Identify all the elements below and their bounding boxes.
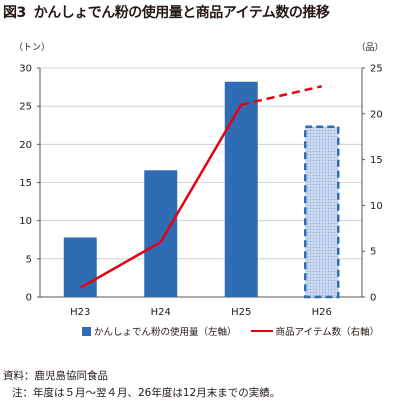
right-tick-label: 5	[370, 247, 376, 258]
right-tick-label: 0	[370, 293, 376, 304]
left-tick-label: 25	[19, 102, 32, 113]
x-tick-label: H24	[151, 307, 171, 318]
source-note: 資料：鹿児島協同食品	[3, 370, 108, 382]
legend-bar-swatch	[82, 326, 91, 336]
left-tick-label: 0	[26, 293, 32, 304]
right-tick-label: 20	[370, 109, 383, 120]
chart-legend: かんしょでん粉の使用量（左軸） 商品アイテム数（右軸）	[82, 324, 379, 338]
left-tick-label: 5	[26, 254, 32, 265]
combo-chart: 0 5 10 15 20 25 30 0 5 10 15 20 25 （トン） （品） H23 H24 H25 H2…	[14, 42, 384, 318]
line-segment	[79, 240, 162, 289]
x-tick-label: H25	[231, 307, 251, 318]
left-tick-label: 15	[19, 178, 32, 189]
right-tick-label: 25	[370, 64, 383, 75]
figure-number: 図3	[3, 5, 26, 21]
left-axis-unit: （トン）	[14, 42, 50, 53]
footnote: 注：年度は５月～翌４月、26年度は12月末までの実績。	[12, 387, 281, 399]
left-tick-label: 10	[19, 216, 32, 227]
right-axis-unit: （品）	[356, 42, 383, 53]
left-tick-label: 30	[19, 64, 32, 75]
bar	[144, 170, 178, 297]
line-segment-estimated	[240, 85, 323, 106]
x-tick-label: H26	[312, 307, 332, 318]
bar	[224, 81, 258, 297]
x-tick-label: H23	[70, 307, 90, 318]
chart-panel: 0 5 10 15 20 25 30 0 5 10 15 20 25 （トン） （品） H23 H24 H25 H2…	[0, 30, 400, 350]
bar-estimated	[304, 125, 340, 299]
legend-bar-label: かんしょでん粉の使用量（左軸）	[94, 327, 237, 338]
bar	[63, 237, 97, 297]
right-tick-label: 10	[370, 201, 383, 212]
right-tick-label: 15	[370, 155, 383, 166]
legend-line-swatch	[250, 330, 273, 332]
line-segment	[159, 104, 243, 243]
legend-line-label: 商品アイテム数（右軸）	[275, 327, 380, 338]
figure-title-text: かんしょでん粉の使用量と商品アイテム数の推移	[33, 5, 330, 21]
figure-title: 図3 かんしょでん粉の使用量と商品アイテム数の推移	[3, 2, 330, 22]
left-tick-label: 20	[19, 140, 32, 151]
